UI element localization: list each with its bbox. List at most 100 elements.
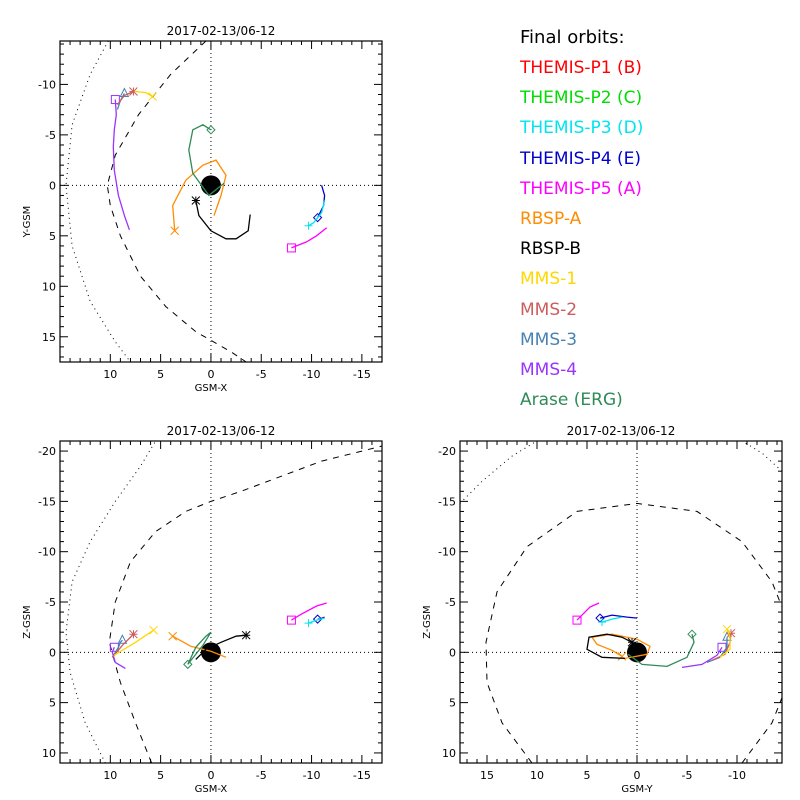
legend-item: THEMIS-P3 (D) [520, 118, 644, 139]
y-axis-label: Z-GSM [22, 605, 33, 638]
diamond-marker [312, 212, 323, 223]
x-tick-label: -15 [353, 368, 371, 381]
asterisk-marker [241, 630, 251, 640]
x-tick-label: -5 [256, 368, 267, 381]
legend-title: Final orbits: [520, 27, 625, 48]
x-marker [617, 651, 627, 661]
legend-item: MMS-2 [520, 299, 578, 320]
plot-frame [59, 40, 383, 363]
orbit-mms-4 [112, 99, 131, 231]
x-tick-label: 0 [207, 769, 214, 782]
earth-disk [200, 642, 221, 663]
y-tick-label: -10 [438, 546, 456, 559]
y-tick-label: 0 [49, 179, 56, 192]
x-tick-label: 10 [530, 769, 544, 782]
diamond-marker [183, 659, 193, 670]
plus-marker [598, 618, 606, 627]
legend-item: THEMIS-P1 (B) [520, 58, 642, 78]
panel-gsm-yz: 2017-02-13/06-12 15 10 5 0 -5 -10 GSM-Y 10 5 0 -5 -1… [422, 424, 783, 795]
legend-item: THEMIS-P5 (A) [520, 178, 642, 199]
plus-marker [304, 221, 313, 230]
orbit-themis-p3-d- [601, 616, 623, 623]
orbit-mms-1 [134, 90, 153, 98]
magnetopause-boundary [106, 41, 247, 362]
orbit-rbsp-a [590, 633, 651, 660]
plot-title: 2017-02-13/06-12 [567, 424, 676, 438]
square-marker [286, 243, 296, 253]
legend-item: MMS-4 [520, 359, 578, 380]
orbit-arase-erg- [187, 631, 212, 665]
legend-item: RBSP-B [520, 239, 582, 260]
x-tick-label: 0 [634, 769, 641, 782]
orbit-mms-2 [116, 90, 134, 105]
x-tick-label: -15 [353, 769, 371, 782]
orbit-themis-p5-a- [576, 602, 600, 621]
plot-title: 2017-02-13/06-12 [167, 24, 276, 38]
y-tick-label: -5 [445, 596, 456, 609]
asterisk-marker [129, 87, 138, 96]
boundaries [65, 441, 382, 763]
x-axis-label: GSM-X [195, 784, 228, 795]
orbit-rbsp-b [195, 634, 247, 660]
legend-item: Arase (ERG) [520, 390, 623, 411]
x-marker [149, 625, 158, 635]
series-group [572, 602, 736, 669]
orbit-themis-p5-a- [291, 602, 327, 621]
y-tick-label: 10 [42, 280, 56, 293]
orbit-rbsp-a [172, 159, 227, 231]
y-tick-label: -15 [38, 495, 56, 508]
panel-gsm-xy: 2017-02-13/06-12 10 5 0 -5 -10 -15 GSM-X -10 -5 0 5… [22, 24, 383, 394]
bow-shock-boundary [460, 441, 538, 504]
y-tick-label: -10 [38, 78, 56, 91]
orbit-arase-erg- [627, 634, 695, 668]
y-tick-label: 10 [42, 747, 56, 760]
y-tick-label: -20 [438, 445, 456, 458]
x-marker [722, 624, 732, 634]
boundaries [460, 441, 782, 763]
magnetopause-boundary [485, 502, 782, 763]
x-tick-label: 5 [157, 368, 164, 381]
orbit-mms-3 [111, 639, 123, 658]
y-tick-label: -15 [438, 495, 456, 508]
y-tick-label: -10 [38, 546, 56, 559]
x-marker [168, 631, 178, 641]
y-tick-label: 5 [449, 697, 456, 710]
orbit-themis-p3-d- [308, 617, 325, 624]
y-tick-label: 10 [442, 747, 456, 760]
asterisk-marker [627, 637, 637, 647]
panel-gsm-xz: 2017-02-13/06-12 10 5 0 -5 -10 -15 GSM-X 10 5 0 -5 -… [22, 424, 383, 795]
x-tick-label: 10 [103, 368, 117, 381]
y-axis-label: Z-GSM [422, 605, 433, 638]
x-tick-label: 5 [584, 769, 591, 782]
asterisk-marker [129, 629, 138, 639]
orbit-mms-4 [681, 646, 723, 669]
magnetopause-boundary [108, 445, 382, 763]
bow-shock-boundary [65, 441, 157, 763]
x-marker [148, 92, 157, 101]
diamond-marker [312, 614, 323, 624]
earth-disk [200, 175, 221, 196]
magnetopause-boundary [741, 697, 782, 763]
x-tick-label: -10 [303, 769, 321, 782]
asterisk-marker [726, 628, 736, 638]
x-tick-label: 0 [207, 368, 214, 381]
plot-frame [459, 440, 783, 764]
earth-disk [627, 642, 647, 663]
square-marker [110, 95, 120, 105]
plus-marker [304, 619, 313, 628]
triangle-marker [117, 634, 128, 644]
boundaries [65, 41, 247, 362]
diamond-marker [687, 629, 697, 639]
series-group [109, 602, 327, 670]
x-axis-label: GSM-X [195, 383, 228, 394]
x-tick-label: -10 [728, 769, 746, 782]
x-tick-label: -5 [256, 769, 267, 782]
series-group [110, 87, 328, 253]
square-marker [717, 642, 727, 652]
y-tick-label: 15 [42, 331, 56, 344]
y-tick-label: 0 [49, 646, 56, 659]
x-tick-label: 15 [480, 769, 494, 782]
orbit-mms-1 [113, 629, 154, 656]
orbit-themis-p3-d- [308, 200, 326, 227]
